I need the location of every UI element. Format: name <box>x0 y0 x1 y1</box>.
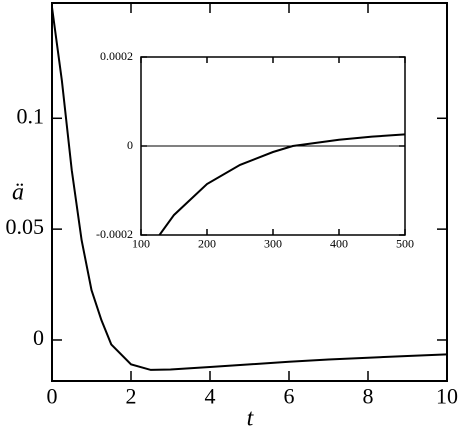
data-line <box>158 133 405 235</box>
x-tick-label: 6 <box>284 384 295 409</box>
y-tick-label: 0 <box>33 325 44 350</box>
data-line <box>52 7 447 371</box>
y-tick-label: 0 <box>127 138 133 152</box>
y-tick-label: -0.0002 <box>96 227 133 241</box>
x-tick-label: 8 <box>363 384 374 409</box>
x-tick-label: 100 <box>132 236 150 250</box>
x-tick-label: 200 <box>198 236 216 250</box>
x-tick-label: 2 <box>126 384 137 409</box>
x-tick-label: 300 <box>264 236 282 250</box>
y-tick-label: 0.1 <box>17 103 45 128</box>
y-tick-label: 0.05 <box>6 214 45 239</box>
x-tick-label: 500 <box>396 236 414 250</box>
x-tick-label: 10 <box>436 384 458 409</box>
x-tick-label: 0 <box>47 384 58 409</box>
x-tick-label: 400 <box>330 236 348 250</box>
x-tick-label: 4 <box>205 384 216 409</box>
x-axis-label: t <box>247 406 255 432</box>
y-axis-label: ä <box>12 180 24 206</box>
y-tick-label: 0.0002 <box>100 49 133 63</box>
